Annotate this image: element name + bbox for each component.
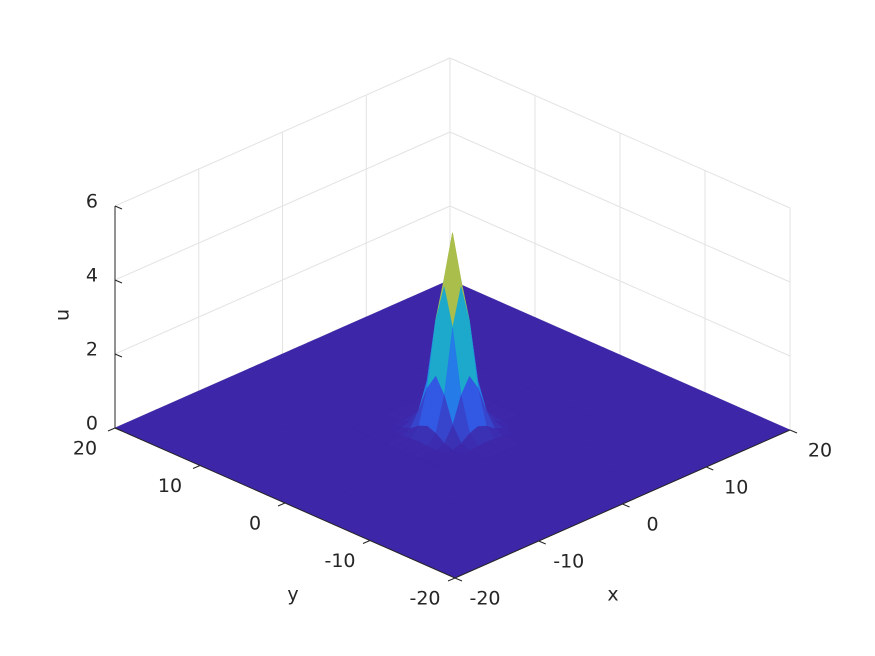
z-tick-label: 0 [86,413,98,435]
x-tick [622,503,630,508]
y-tick-label: -20 [409,588,440,610]
x-tick-label: 10 [724,477,748,499]
grid-line [449,57,791,209]
z-tick-label: 2 [86,339,98,361]
x-tick [454,577,463,582]
x-tick-label: 20 [808,440,832,462]
axes-layer: -20 -10 0 10 20 -20 -10 0 10 20 0 2 4 6 [73,191,832,610]
x-tick-label: 0 [646,514,658,536]
surface-layer [114,232,791,579]
z-tick [114,353,123,358]
y-tick [362,540,371,544]
z-axis-label: u [52,309,74,321]
x-tick [706,466,714,471]
grid-line [449,131,791,283]
x-tick-label: -10 [553,551,584,573]
y-tick-label: 0 [249,513,261,535]
z-tick-label: 6 [86,191,98,213]
y-tick-label: -10 [324,550,355,572]
grid-line [114,57,451,207]
x-axis-label: x [607,584,618,606]
y-tick [107,427,116,432]
z-tick [114,427,123,432]
y-tick [277,502,286,507]
x-tick-label: -20 [469,588,500,610]
grid-line [114,131,451,281]
x-tick [538,540,546,545]
grid-line [449,205,791,357]
x-tick [789,429,798,434]
y-tick-label: 20 [73,438,97,460]
y-tick-label: 10 [158,475,182,497]
grid-line [114,205,451,355]
y-tick [192,465,201,469]
y-axis-label: y [287,584,298,606]
y-tick [447,577,456,582]
z-tick-label: 4 [86,265,98,287]
z-tick [114,205,123,210]
z-tick [114,279,123,284]
